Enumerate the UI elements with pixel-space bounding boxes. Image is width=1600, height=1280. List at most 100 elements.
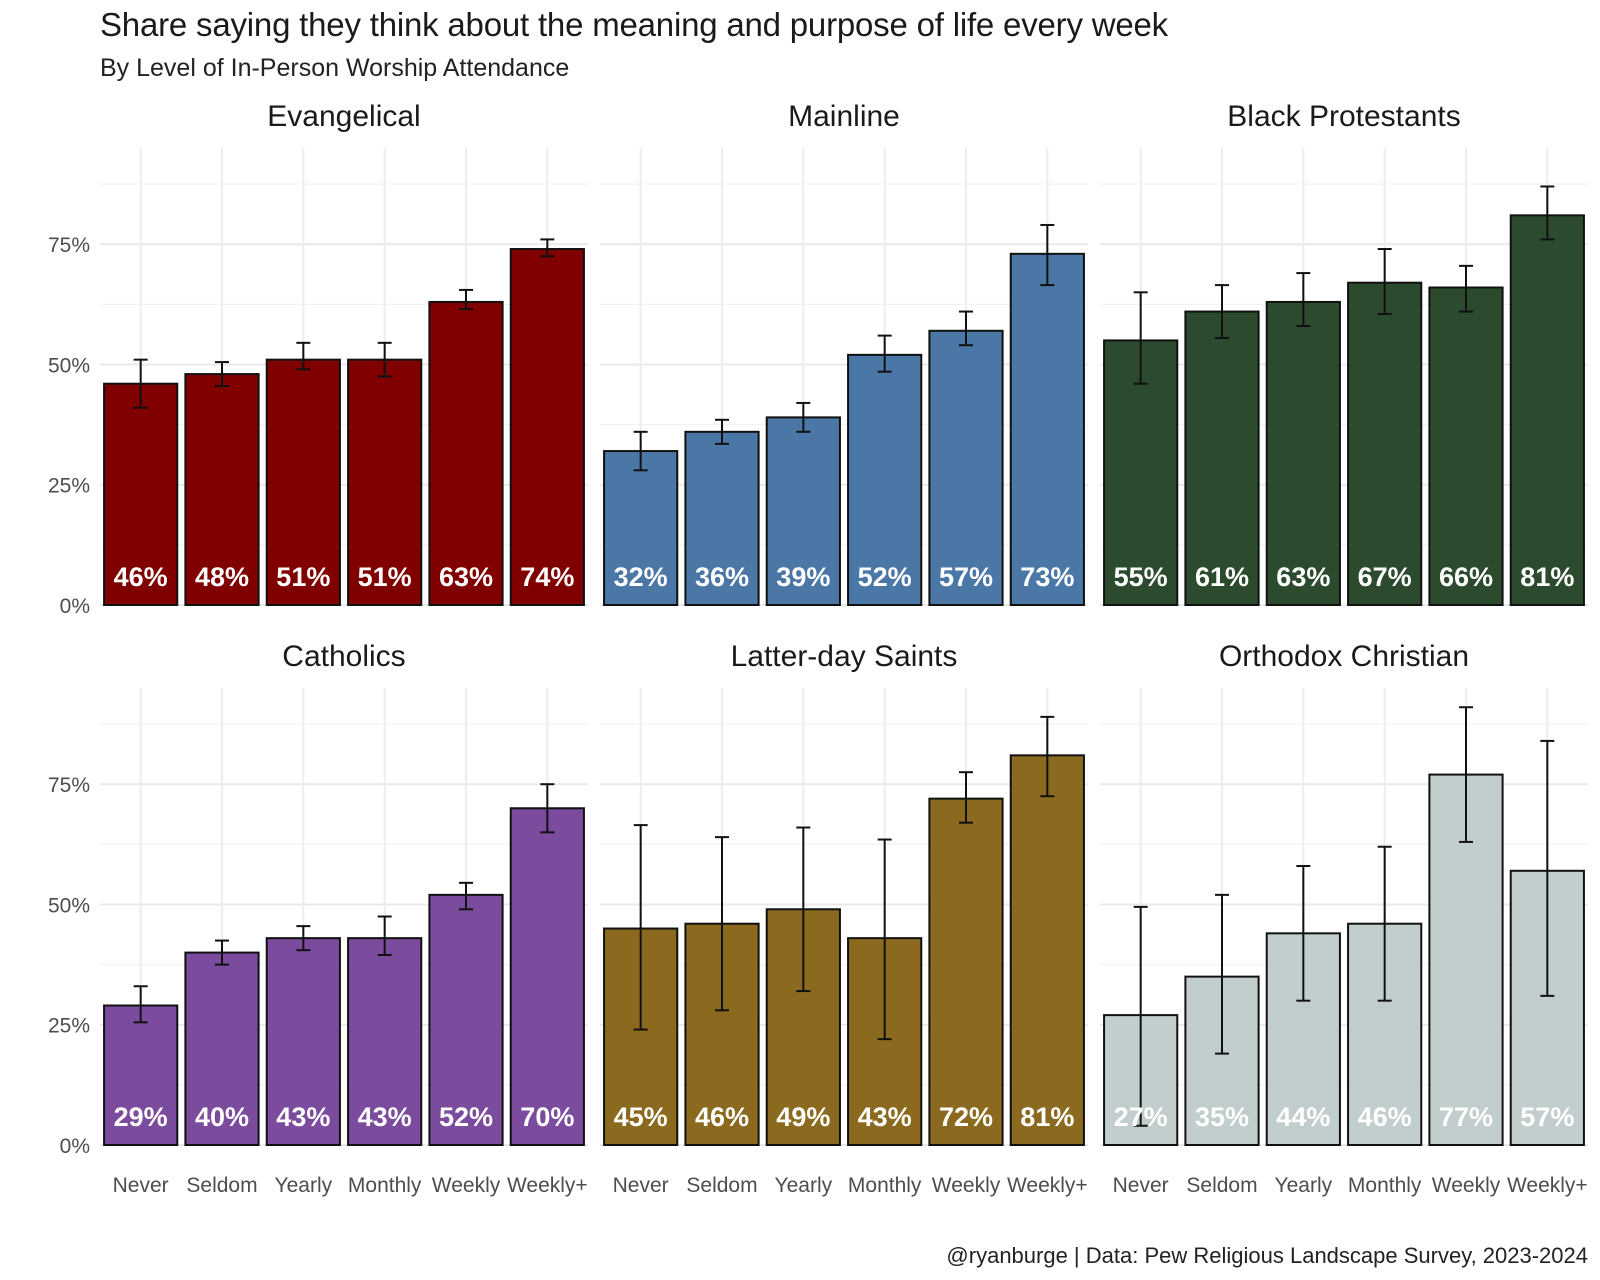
bar: [1428, 286, 1504, 606]
x-tick-label: Yearly: [775, 1174, 833, 1197]
bar-value-label: 46%: [1358, 1102, 1412, 1132]
bar: [1009, 754, 1085, 1146]
x-tick-label: Weekly: [1432, 1174, 1501, 1197]
bar: [347, 358, 423, 606]
chart-title: Share saying they think about the meanin…: [100, 6, 1168, 43]
bar-value-label: 43%: [858, 1102, 912, 1132]
bar-value-label: 46%: [114, 562, 168, 592]
bar-value-label: 57%: [939, 562, 993, 592]
x-tick-label: Monthly: [848, 1174, 922, 1197]
bar-value-label: 44%: [1276, 1102, 1330, 1132]
bar-value-label: 63%: [439, 562, 493, 592]
facet-title: Mainline: [788, 100, 900, 133]
bar-value-label: 45%: [614, 1102, 668, 1132]
bar-value-label: 73%: [1020, 562, 1074, 592]
bar: [1265, 300, 1341, 606]
bar-value-label: 52%: [439, 1102, 493, 1132]
bar-value-label: 63%: [1276, 562, 1330, 592]
x-tick-label: Weekly+: [507, 1174, 588, 1197]
x-tick-label: Monthly: [1348, 1174, 1422, 1197]
bar-value-label: 55%: [1114, 562, 1168, 592]
chart-caption: @ryanburge | Data: Pew Religious Landsca…: [946, 1243, 1588, 1268]
x-tick-label: Monthly: [348, 1174, 422, 1197]
bar-value-label: 72%: [939, 1102, 993, 1132]
bar: [1509, 214, 1585, 606]
bar-value-label: 66%: [1439, 562, 1493, 592]
y-tick-label: 50%: [48, 894, 90, 917]
y-tick-label: 25%: [48, 475, 90, 498]
bar-value-label: 81%: [1520, 562, 1574, 592]
bar: [428, 300, 504, 606]
x-tick-label: Weekly: [432, 1174, 501, 1197]
facet-title: Orthodox Christian: [1219, 640, 1469, 673]
panel-orthodox-christian: Orthodox Christian 27% 35% 44% 46% 77% 57% Neve…: [1100, 640, 1588, 1197]
x-tick-label: Seldom: [186, 1174, 257, 1197]
bar-value-label: 81%: [1020, 1102, 1074, 1132]
bar-value-label: 36%: [695, 562, 749, 592]
bar-value-label: 43%: [276, 1102, 330, 1132]
bar-value-label: 49%: [776, 1102, 830, 1132]
bar-value-label: 35%: [1195, 1102, 1249, 1132]
bar-value-label: 40%: [195, 1102, 249, 1132]
x-tick-label: Weekly+: [1507, 1174, 1588, 1197]
bar-value-label: 57%: [1520, 1102, 1574, 1132]
x-tick-label: Seldom: [1186, 1174, 1257, 1197]
chart-subtitle: By Level of In-Person Worship Attendance: [100, 54, 570, 82]
y-tick-label: 0%: [60, 1135, 90, 1158]
facet-title: Latter-day Saints: [731, 640, 958, 673]
facet-title: Black Protestants: [1227, 100, 1460, 133]
y-tick-label: 50%: [48, 354, 90, 377]
panel-catholics: Catholics 29% 40% 43% 43% 52% 70% 0% 25% 50% 75% Ne…: [48, 640, 588, 1197]
bar: [428, 893, 504, 1147]
bar: [347, 937, 423, 1146]
bar-value-label: 29%: [114, 1102, 168, 1132]
bar: [684, 430, 760, 606]
bar-value-label: 77%: [1439, 1102, 1493, 1132]
bar: [184, 951, 260, 1146]
panel-latter-day-saints: Latter-day Saints 45% 46% 49% 43% 72% 81% Never…: [600, 640, 1088, 1197]
bar: [509, 807, 585, 1147]
x-tick-label: Yearly: [275, 1174, 333, 1197]
bar: [509, 248, 585, 606]
panel-evangelical: Evangelical 46% 48% 51% 51% 63% 74% 0% 25% 50% 75%: [48, 100, 588, 618]
y-tick-label: 75%: [48, 774, 90, 797]
facet-title: Catholics: [282, 640, 405, 673]
bar: [765, 908, 841, 1147]
y-tick-label: 75%: [48, 234, 90, 257]
bar-value-label: 51%: [358, 562, 412, 592]
x-tick-label: Never: [113, 1174, 169, 1197]
bar: [765, 416, 841, 606]
bar: [265, 937, 341, 1146]
x-tick-label: Yearly: [1275, 1174, 1333, 1197]
bar: [928, 797, 1004, 1146]
bar-value-label: 39%: [776, 562, 830, 592]
bar-value-label: 51%: [276, 562, 330, 592]
bar: [103, 382, 179, 606]
panel-mainline: Mainline 32% 36% 39% 52% 57% 73%: [600, 100, 1088, 607]
bar: [1009, 252, 1085, 606]
panel-black-protestants: Black Protestants 55% 61% 63% 67% 66% 81%: [1100, 100, 1588, 606]
x-tick-label: Weekly+: [1007, 1174, 1088, 1197]
bar-value-label: 67%: [1358, 562, 1412, 592]
bar: [603, 450, 679, 607]
x-tick-label: Never: [613, 1174, 669, 1197]
bar: [184, 373, 260, 606]
bar-value-label: 61%: [1195, 562, 1249, 592]
bar: [265, 358, 341, 606]
bar: [847, 353, 923, 606]
bar-value-label: 46%: [695, 1102, 749, 1132]
bar-value-label: 32%: [614, 562, 668, 592]
x-tick-label: Never: [1113, 1174, 1169, 1197]
x-tick-label: Seldom: [686, 1174, 757, 1197]
x-tick-label: Weekly: [932, 1174, 1001, 1197]
y-tick-label: 25%: [48, 1015, 90, 1038]
bar-value-label: 52%: [858, 562, 912, 592]
bar-value-label: 43%: [358, 1102, 412, 1132]
bar: [1347, 281, 1423, 606]
bar-value-label: 48%: [195, 562, 249, 592]
bar-value-label: 27%: [1114, 1102, 1168, 1132]
facet-title: Evangelical: [267, 100, 420, 133]
bar-value-label: 74%: [520, 562, 574, 592]
bar: [1184, 310, 1260, 606]
